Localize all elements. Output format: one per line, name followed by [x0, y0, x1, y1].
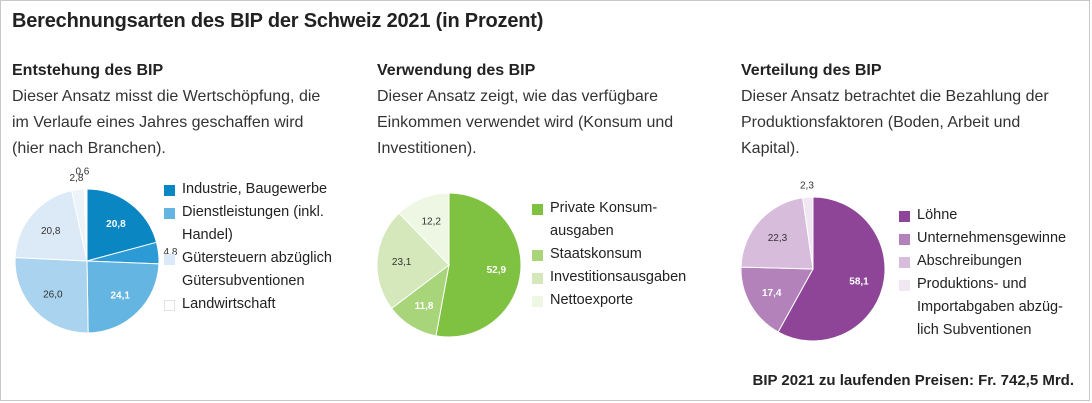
legend-label: Gütersubventionen: [182, 273, 305, 289]
legend-label: Produktions- und: [917, 276, 1027, 292]
pie-slice: [777, 196, 886, 342]
legend-label: Unternehmensgewinne: [917, 230, 1067, 246]
legend-label: Nettoexporte: [550, 292, 634, 308]
legend-verwendung: Private Konsum-ausgaben Staatskonsum Inv…: [532, 197, 686, 312]
pie-slice-label: 24,1: [110, 290, 130, 301]
legend-swatch: [899, 211, 910, 222]
legend-swatch: [164, 254, 175, 265]
desc-line: Dieser Ansatz zeigt, wie das verfügbare: [377, 88, 659, 105]
pie-slice: [740, 266, 814, 333]
footnote: BIP 2021 zu laufenden Preisen: Fr. 742,5…: [752, 372, 1074, 389]
pie-slice-label: 0,6: [75, 167, 89, 178]
pie-slice: [86, 188, 158, 262]
legend-swatch: [532, 273, 543, 284]
legend-entstehung: Industrie, Baugewerbe Dienstleistungen (…: [164, 178, 332, 316]
legend-label: Löhne: [917, 207, 958, 223]
legend-label: Abschreibungen: [917, 253, 1022, 269]
pie-slice-label: 2,3: [800, 181, 814, 192]
legend-swatch: [899, 280, 910, 291]
desc-line: Produktionsfaktoren (Boden, Arbeit und: [741, 114, 1021, 131]
pie-slice: [398, 192, 450, 267]
pie-slice: [83, 188, 88, 262]
legend-label: Private Konsum-: [550, 200, 658, 216]
legend-swatch: [532, 296, 543, 307]
legend-swatch: [532, 250, 543, 261]
legend-label: lich Subventionen: [917, 322, 1032, 338]
pie-slice: [740, 197, 814, 270]
legend-swatch: [899, 257, 910, 268]
legend-swatch: [532, 204, 543, 215]
legend-swatch: [164, 208, 175, 219]
legend-item: Dienstleistungen (inkl. Handel): [164, 201, 332, 247]
pie-slice: [376, 212, 450, 310]
column-verwendung: Verwendung des BIP Dieser Ansatz zeigt, …: [377, 62, 727, 162]
legend-item: Unternehmensgewinne: [899, 227, 1066, 250]
desc-line: im Verlaufe eines Jahres geschaffen wird: [12, 114, 304, 131]
column-title: Verwendung des BIP: [377, 62, 536, 79]
legend-item: Industrie, Baugewerbe: [164, 178, 332, 201]
legend-item: Investitionsausgaben: [532, 266, 686, 289]
legend-item: Landwirtschaft: [164, 293, 332, 316]
legend-label: Industrie, Baugewerbe: [182, 181, 328, 197]
column-verteilung: Verteilung des BIP Dieser Ansatz betrach…: [741, 62, 1091, 162]
column-description: Dieser Ansatz zeigt, wie das verfügbare …: [377, 84, 727, 162]
pie-slice-label: 4,8: [164, 247, 178, 258]
legend-item: Nettoexporte: [532, 289, 686, 312]
legend-swatch: [164, 300, 175, 311]
pie-slice-label: 52,9: [487, 265, 507, 276]
legend-label: Importabgaben abzüg-: [917, 299, 1063, 315]
legend-item: Produktions- und Importabgaben abzüg-lich…: [899, 273, 1066, 342]
desc-line: Kapital).: [741, 140, 800, 157]
column-description: Dieser Ansatz betrachtet die Bezahlung d…: [741, 84, 1091, 162]
pie-slice-label: 22,3: [768, 233, 788, 244]
legend-item: Löhne: [899, 204, 1066, 227]
legend-swatch: [899, 234, 910, 245]
pie-slice-label: 12,2: [421, 216, 441, 227]
legend-label: Staatskonsum: [550, 246, 642, 262]
column-title: Entstehung des BIP: [12, 62, 164, 79]
legend-item: Private Konsum-ausgaben: [532, 197, 686, 243]
desc-line: Dieser Ansatz betrachtet die Bezahlung d…: [741, 88, 1049, 105]
pie-slice-label: 20,8: [41, 226, 61, 237]
desc-line: Dieser Ansatz misst die Wertschöpfung, d…: [12, 88, 321, 105]
page-title: Berechnungsarten des BIP der Schweiz 202…: [12, 10, 544, 32]
legend-swatch: [164, 185, 175, 196]
pie-slice: [14, 190, 88, 262]
legend-item: Gütersteuern abzüglich Gütersubventionen: [164, 247, 332, 293]
legend-label: Dienstleistungen (inkl.: [182, 204, 324, 220]
pie-chart-verwendung: 52,9 11,8 23,1 12,2: [376, 192, 522, 338]
legend-label: Gütersteuern abzüglich: [182, 250, 332, 266]
legend-label: ausgaben: [550, 223, 614, 239]
pie-slice-label: 23,1: [392, 257, 412, 268]
legend-item: Abschreibungen: [899, 250, 1066, 273]
pie-slice-label: 17,4: [762, 288, 782, 299]
pie-slice: [435, 192, 522, 338]
legend-label: Investitionsausgaben: [550, 269, 687, 285]
pie-chart-entstehung: 20,8 4,8 24,1 26,0 20,8 2,80,6: [14, 167, 178, 334]
column-title: Verteilung des BIP: [741, 62, 882, 79]
legend-verteilung: Löhne Unternehmensgewinne Abschreibungen…: [899, 204, 1066, 342]
desc-line: Einkommen verwendet wird (Konsum und: [377, 114, 674, 131]
desc-line: (hier nach Branchen).: [12, 140, 166, 157]
legend-label: Handel): [182, 227, 233, 243]
pie-slice: [802, 196, 814, 270]
pie-slice-label: 20,8: [106, 219, 126, 230]
pie-slice-label: 58,1: [849, 276, 869, 287]
pie-slice-label: 2,8: [70, 173, 84, 184]
column-entstehung: Entstehung des BIP Dieser Ansatz misst d…: [12, 62, 362, 162]
pie-slice: [14, 256, 89, 334]
column-description: Dieser Ansatz misst die Wertschöpfung, d…: [12, 84, 362, 162]
desc-line: Investitionen).: [377, 140, 477, 157]
pie-slice: [86, 260, 160, 334]
pie-chart-verteilung: 58,1 17,4 22,3 2,3: [740, 181, 886, 342]
legend-item: Staatskonsum: [532, 243, 686, 266]
pie-slice-label: 26,0: [43, 290, 63, 301]
legend-label: Landwirtschaft: [182, 296, 276, 312]
pie-slice-label: 11,8: [415, 301, 434, 312]
